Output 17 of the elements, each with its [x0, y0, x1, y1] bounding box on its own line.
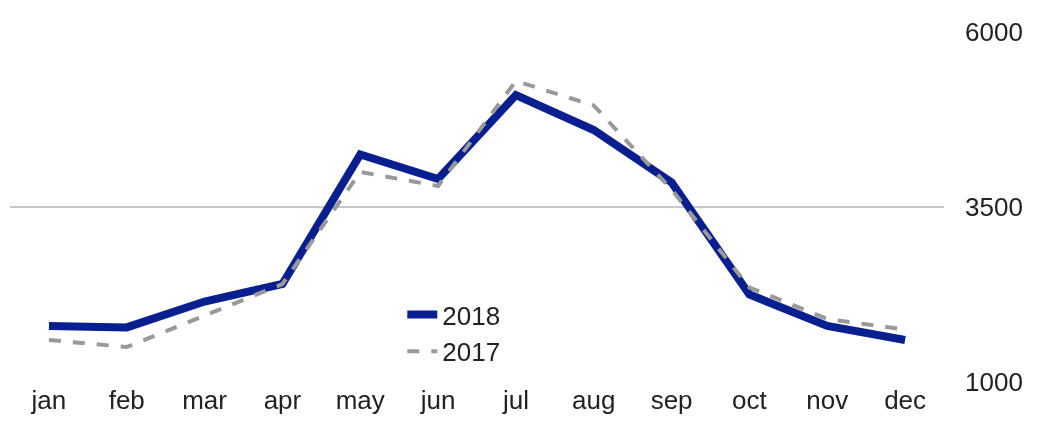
x-tick-label: nov: [806, 385, 849, 415]
x-tick-label: may: [335, 385, 385, 415]
y-tick-label: 6000: [965, 17, 1023, 48]
x-tick-label: sep: [650, 385, 693, 415]
legend-label: 2018: [442, 300, 501, 331]
x-tick-label: jun: [419, 385, 456, 415]
x-tick-label: dec: [884, 385, 927, 415]
x-tick-label: oct: [732, 385, 768, 415]
y-tick-label: 3500: [965, 192, 1023, 223]
legend-label: 2017: [442, 337, 501, 368]
x-tick-label: feb: [108, 385, 145, 415]
x-tick-label: jan: [30, 385, 67, 415]
x-tick-label: mar: [182, 385, 228, 415]
x-tick-label: apr: [263, 385, 302, 415]
x-tick-label: jul: [501, 385, 529, 415]
x-tick-label: aug: [572, 385, 616, 415]
y-tick-label: 1000: [965, 367, 1023, 398]
